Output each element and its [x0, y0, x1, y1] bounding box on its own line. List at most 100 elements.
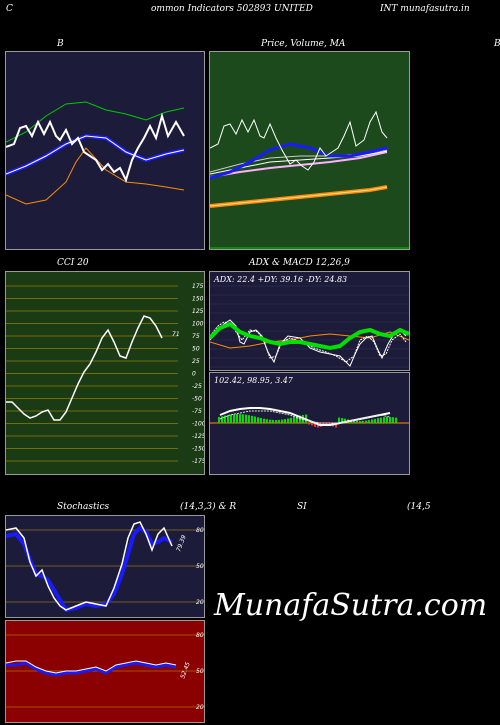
- macd-hist-bar: [338, 417, 340, 423]
- macd-hist-bar: [281, 419, 283, 423]
- macd-hist-bar: [356, 420, 358, 423]
- macd-hist-bar: [239, 414, 241, 423]
- macd-hist-bar: [314, 423, 316, 427]
- osc-tick-label: 20: [196, 704, 204, 711]
- rsi-title-params: (14,5: [407, 502, 431, 512]
- macd-hist-bar: [362, 420, 364, 423]
- macd-hist-bar: [371, 419, 373, 423]
- macd-hist-bar: [224, 415, 226, 423]
- macd-hist-bar: [341, 418, 343, 423]
- macd-hist-bar: [278, 419, 280, 423]
- macd-hist-bar: [326, 423, 328, 425]
- macd-hist-bar: [269, 419, 271, 423]
- adx-readout: ADX: 22.4 +DY: 39.16 -DY: 24.83: [213, 275, 347, 284]
- stoch-title-params: (14,3,3) & R: [180, 502, 237, 512]
- cci-panel: 175 150 125 100 75 50 25 0 -25 -50 -75 -100 -125 -150…: [5, 271, 205, 475]
- price-panel: [209, 51, 410, 250]
- macd-chart: 102.42, 98.95, 3.47: [210, 376, 409, 428]
- macd-hist-bar: [248, 415, 250, 423]
- macd-hist-bar: [380, 417, 382, 423]
- minus-di-line: [210, 321, 407, 363]
- macd-hist-bar: [359, 420, 361, 423]
- bollinger-chart: [6, 101, 185, 205]
- macd-hist-bar: [230, 414, 232, 423]
- cci-tick-label: 125: [192, 308, 204, 315]
- cci-tick-label: -175: [192, 458, 204, 465]
- macd-hist-bar: [221, 416, 223, 423]
- macd-hist-bar: [266, 419, 268, 423]
- cci-tick-label: 25: [192, 358, 200, 365]
- macd-signal-line: [219, 410, 391, 424]
- macd-hist-bar: [392, 417, 394, 423]
- cci-chart: 175 150 125 100 75 50 25 0 -25 -50 -75 -100 -125 -150…: [6, 283, 204, 465]
- stoch-k-line: [6, 521, 173, 611]
- osc-tick-label: 50: [196, 563, 204, 570]
- osc-tick-label: 50: [196, 668, 204, 675]
- bb-middle-inner: [6, 135, 185, 175]
- cci-tick-label: -75: [192, 408, 202, 415]
- rsi-line: [6, 660, 177, 674]
- macd-hist-bar: [311, 423, 313, 426]
- macd-hist-bar: [272, 419, 274, 423]
- stoch-title: Stochastics: [57, 502, 110, 512]
- cci-line: [6, 315, 163, 421]
- header-left: C: [6, 4, 13, 14]
- ma-blue: [210, 142, 388, 180]
- adx-green-line: [210, 321, 409, 351]
- macd-hist-bar: [374, 418, 376, 423]
- header-site: INT munafasutra.in: [380, 4, 470, 14]
- macd-hist-bar: [218, 417, 220, 423]
- watermark: MunafaSutra.com: [214, 588, 488, 623]
- bollinger-title: B: [57, 39, 64, 49]
- bb-middle-band: [6, 133, 185, 176]
- osc-tick-label: 80: [196, 632, 204, 639]
- macd-hist-bar: [353, 420, 355, 423]
- rsi-value-label: 52.45: [179, 661, 192, 680]
- price-title: Price, Volume, MA: [261, 39, 346, 49]
- ma-long-inner: [210, 186, 388, 207]
- cci-tick-label: 0: [192, 371, 196, 378]
- macd-hist-bar: [251, 415, 253, 423]
- macd-hist-bar: [242, 414, 244, 423]
- macd-hist-bar: [386, 417, 388, 423]
- cci-tick-label: 75: [192, 333, 200, 340]
- macd-panel: 102.42, 98.95, 3.47: [209, 372, 410, 475]
- macd-hist-bar: [296, 416, 298, 423]
- header-title: ommon Indicators 502893 UNITED: [151, 4, 313, 14]
- cci-tick-label: -125: [192, 433, 204, 440]
- stoch-chart: 80 50 20 79.39: [6, 521, 204, 613]
- cci-tick-label: 100: [192, 321, 204, 328]
- bb-lower-band: [6, 147, 185, 205]
- macd-hist-bar: [236, 414, 238, 423]
- macd-hist-bar: [293, 417, 295, 423]
- cci-tick-label: -25: [192, 383, 202, 390]
- cci-tick-label: 150: [192, 296, 204, 303]
- bb-price-line: [6, 112, 185, 183]
- stoch-panel: 80 50 20 79.39: [5, 515, 205, 618]
- cci-tick-label: -100: [192, 421, 204, 428]
- cci-value-label: 71: [172, 331, 180, 338]
- rsi-title: SI: [297, 502, 307, 512]
- price-close-line: [210, 110, 388, 171]
- rsi-panel: 80 50 20 52.45: [5, 620, 205, 723]
- cci-title: CCI 20: [57, 258, 89, 268]
- stoch-d-line: [6, 525, 173, 613]
- macd-hist-bar: [227, 414, 229, 423]
- macd-readout: 102.42, 98.95, 3.47: [214, 376, 294, 385]
- bollinger-panel: [5, 51, 205, 250]
- cci-tick-label: 175: [192, 283, 204, 290]
- cci-tick-label: 50: [192, 346, 200, 353]
- macd-hist-bar: [365, 420, 367, 423]
- macd-hist-bar: [275, 419, 277, 423]
- bb-upper-band: [6, 101, 185, 143]
- ma-pink: [210, 151, 388, 178]
- adx-title: ADX & MACD 12,26,9: [249, 258, 350, 268]
- macd-hist-bar: [308, 423, 310, 425]
- cci-tick-label: -50: [192, 396, 202, 403]
- cci-tick-label: -150: [192, 446, 204, 453]
- macd-hist-bar: [284, 419, 286, 423]
- osc-tick-label: 20: [196, 599, 204, 606]
- macd-hist-bar: [383, 417, 385, 423]
- stoch-value-label: 79.39: [175, 534, 188, 553]
- osc-tick-label: 80: [196, 527, 204, 534]
